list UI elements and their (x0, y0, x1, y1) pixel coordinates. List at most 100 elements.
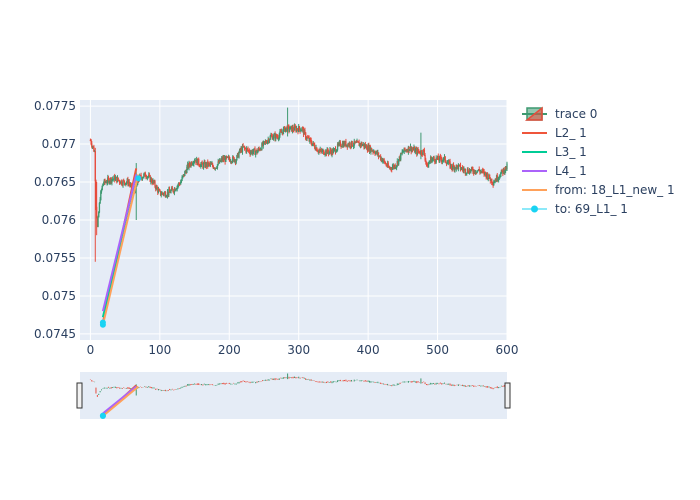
candle-body (273, 134, 275, 139)
candle-body (255, 151, 257, 155)
legend[interactable]: trace 0 L2_ 1 L3_ 1 L4_ 1 from: 18_L1_ne… (522, 106, 675, 216)
candle-body (336, 143, 339, 150)
candle-body (404, 147, 406, 151)
legend-label: to: 69_L1_ 1 (555, 202, 628, 216)
candle-body (377, 152, 380, 157)
candle-body (423, 149, 426, 156)
candle-body (277, 136, 279, 139)
candle-body (96, 206, 98, 219)
candle-body (257, 150, 259, 154)
candle-body (293, 126, 296, 131)
candle-body (366, 145, 368, 150)
x-tick-label: 100 (148, 343, 171, 357)
candle-body (180, 180, 183, 183)
candle-body (424, 155, 426, 161)
candle-body (457, 164, 460, 170)
candle-body (232, 156, 235, 158)
candle-body (202, 163, 205, 168)
candle-body (500, 172, 502, 177)
slider-series-line (102, 385, 139, 417)
candle-body (316, 147, 318, 152)
legend-label: L2_ 1 (555, 126, 587, 140)
candle-body (304, 130, 306, 134)
x-tick-label: 500 (426, 343, 449, 357)
candle-body (349, 142, 351, 147)
candle-body (400, 152, 402, 160)
legend-label: L4_ 1 (555, 164, 587, 178)
candle-body (428, 161, 430, 164)
candle-body (241, 145, 244, 153)
range-slider[interactable] (80, 372, 507, 419)
candle-body (112, 178, 114, 180)
candle-body (476, 170, 478, 174)
candle-body (141, 177, 144, 180)
candle-body (98, 202, 101, 213)
legend-item-l2[interactable]: L2_ 1 (522, 126, 587, 140)
candle-body (289, 129, 291, 131)
candle-body (456, 164, 458, 167)
candle-body (118, 180, 121, 183)
legend-label: L3_ 1 (555, 145, 587, 159)
candle-body (172, 188, 174, 192)
x-tick-label: 200 (218, 343, 241, 357)
legend-item-l4[interactable]: L4_ 1 (522, 164, 587, 178)
candle-body (383, 159, 385, 162)
y-tick-label: 0.076 (42, 213, 76, 227)
range-slider-left-handle[interactable] (76, 382, 83, 409)
candle-body (114, 177, 117, 181)
candle-body (93, 146, 95, 152)
y-tick-label: 0.077 (42, 137, 76, 151)
candle-body (261, 143, 263, 151)
range-slider-right-handle[interactable] (504, 382, 511, 409)
candle-body (298, 126, 301, 130)
candle-body (464, 168, 466, 174)
candle-body (420, 150, 423, 155)
candle-body (422, 149, 424, 155)
marker-dot-icon (531, 205, 538, 213)
candle-body (159, 189, 161, 192)
candle-body (163, 192, 165, 195)
candle-body (123, 180, 126, 184)
slider-series-marker (99, 412, 106, 419)
series-line (101, 174, 140, 326)
candle-body (433, 157, 435, 160)
candle-body (157, 189, 160, 193)
x-tick-label: 400 (357, 343, 380, 357)
candle-body (501, 169, 503, 172)
candle-body (491, 178, 493, 184)
candle-body (100, 189, 103, 192)
candle-body (99, 199, 101, 204)
legend-item-trace-0[interactable]: trace 0 (522, 106, 597, 121)
candle-body (101, 185, 103, 191)
y-tick-label: 0.0765 (34, 175, 76, 189)
legend-item-l3[interactable]: L3_ 1 (522, 145, 587, 159)
legend-label: from: 18_L1_new_ 1 (555, 183, 675, 197)
candle-body (279, 131, 281, 136)
range-slider-preview (89, 175, 508, 420)
candle-body (357, 140, 359, 143)
candle-body (387, 163, 389, 168)
candle-body (216, 164, 219, 169)
y-tick-label: 0.075 (42, 289, 76, 303)
series-marker (99, 319, 106, 326)
legend-item-to[interactable]: to: 69_L1_ 1 (522, 202, 628, 216)
x-tick-label: 300 (287, 343, 310, 357)
legend-item-from[interactable]: from: 18_L1_new_ 1 (522, 183, 675, 197)
candle-body (94, 150, 96, 182)
candle-body (268, 139, 271, 143)
candle-body (269, 135, 271, 140)
candle-body (252, 148, 255, 153)
candle-body (235, 159, 237, 163)
candle-body (100, 191, 102, 201)
candle-body (181, 176, 183, 181)
candle-body (98, 211, 100, 218)
candle-body (91, 143, 93, 147)
candle-body (143, 173, 145, 178)
candle-body (154, 181, 156, 187)
candle-body (232, 156, 234, 162)
series-line (101, 174, 138, 312)
candle-body (408, 146, 410, 152)
candle-body (198, 158, 200, 165)
